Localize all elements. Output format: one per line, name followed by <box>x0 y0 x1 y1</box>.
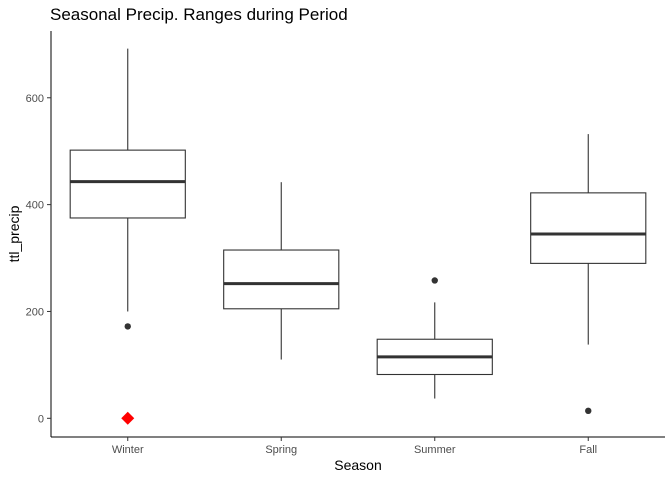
outlier-point <box>124 323 131 330</box>
y-tick-label: 0 <box>38 413 44 425</box>
box-fall <box>530 192 647 264</box>
x-tick-label: Winter <box>112 444 144 456</box>
y-tick-label: 200 <box>26 306 44 318</box>
x-tick-label: Spring <box>265 444 297 456</box>
x-tick-label: Summer <box>414 444 456 456</box>
plot-area <box>69 48 647 425</box>
highlight-diamond <box>121 411 135 425</box>
y-tick-label: 400 <box>26 200 44 212</box>
outlier-point <box>431 277 438 284</box>
box-winter <box>69 149 186 219</box>
box-spring <box>223 249 340 310</box>
chart-title: Seasonal Precip. Ranges during Period <box>50 5 348 24</box>
x-axis-title: Season <box>334 457 381 473</box>
y-axis-title: ttl_precip <box>6 205 22 262</box>
x-tick-label: Fall <box>579 444 597 456</box>
axes: 0 200 400 600 Winter Spring Summer Fall <box>26 31 665 456</box>
outlier-point <box>585 407 592 415</box>
y-tick-label: 600 <box>26 93 44 105</box>
